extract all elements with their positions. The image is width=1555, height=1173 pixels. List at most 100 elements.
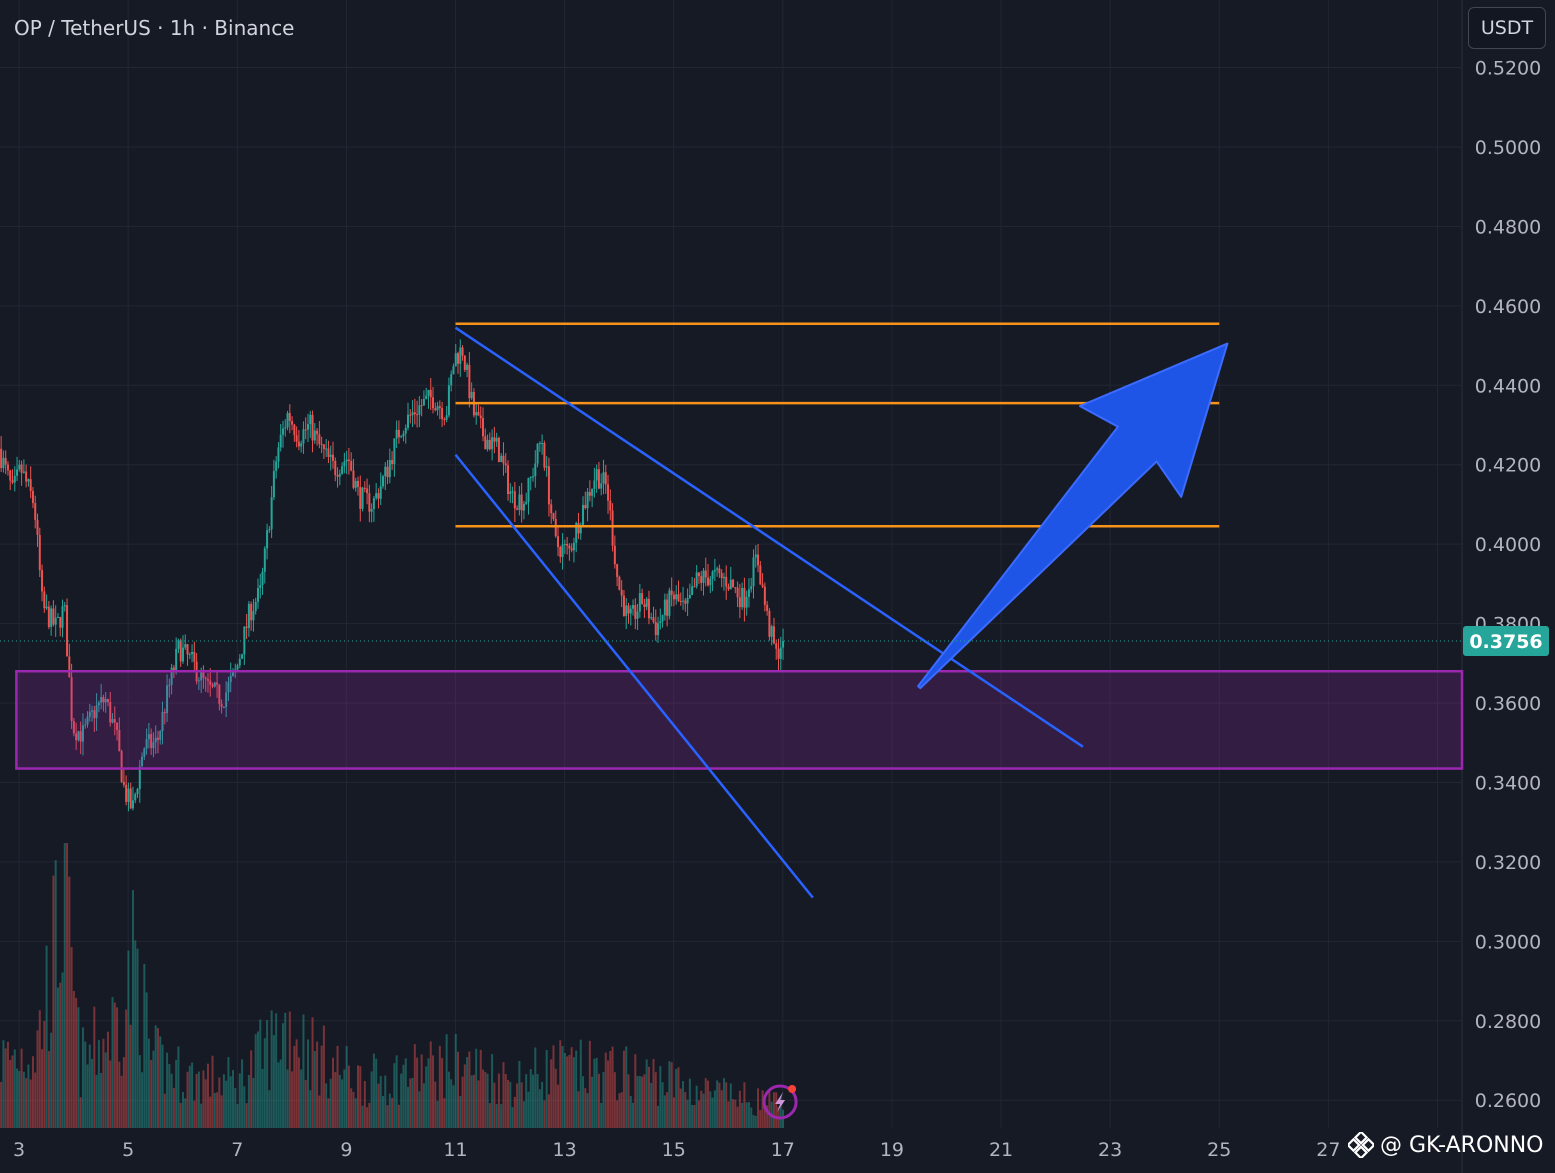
candle-body [647,598,650,619]
candle-body [11,480,14,483]
candle-body [525,501,528,504]
candle-body [131,800,134,809]
candle-body [775,643,778,649]
volume-bar [9,1059,12,1128]
volume-bar [529,1069,532,1128]
volume-bar [379,1076,382,1128]
volume-bar [277,1062,280,1128]
candle-body [409,414,412,416]
volume-bar [761,1090,764,1128]
volume-bar [452,1085,455,1128]
candle-body [245,626,248,628]
candle-body [279,434,282,448]
volume-bar [402,1064,405,1128]
candle-body [216,682,219,685]
volume-bar [147,1038,150,1128]
candle-body [193,651,196,662]
volume-bar [438,1045,441,1128]
candle-body [482,417,485,437]
candle-body [711,571,714,579]
candle-body [4,457,7,465]
volume-bar [222,1074,225,1128]
volume-bar [507,1079,510,1128]
watermark-text: @ GK-ARONNO [1380,1132,1544,1158]
candle-body [306,424,309,430]
candle-body [77,731,80,741]
volume-bar [468,1051,471,1128]
volume-bar [66,843,69,1128]
candle-body [161,711,164,732]
volume-bar [254,1034,257,1128]
replay-icon[interactable] [762,1084,798,1120]
candle-body [54,617,57,625]
candle-body [468,364,471,399]
currency-unit-button[interactable]: USDT [1468,7,1546,49]
candle-body [704,570,707,578]
volume-bar [491,1054,494,1128]
candle-body [666,599,669,616]
candle-body [536,443,539,464]
volume-bar [43,1021,46,1128]
volume-bar [343,1069,346,1128]
candle-body [359,486,362,509]
candle-body [500,455,503,462]
volume-bar [425,1066,428,1128]
candle-body [752,557,755,587]
volume-bar [461,1076,464,1128]
candle-body [738,597,741,608]
candle-body [670,590,673,595]
volume-bar [38,1010,41,1128]
candle-body [9,470,12,481]
candle-body [566,544,569,546]
y-tick-label: 0.4200 [1475,455,1541,477]
volume-bar [734,1099,737,1128]
candle-body [388,460,391,478]
volume-bars [0,843,785,1128]
candle-body [561,544,564,557]
candle-body [591,488,594,496]
volume-bar [129,1024,132,1128]
volume-bar [504,1073,507,1128]
volume-bar [256,1031,259,1128]
candle-body [722,576,725,579]
candle-body [377,493,380,499]
candle-body [181,647,184,662]
x-tick-label: 9 [340,1139,352,1161]
candle-body [68,656,71,678]
candle-body [20,464,23,473]
volume-bar [695,1085,698,1128]
candle-body [486,439,489,450]
candle-body [404,427,407,434]
candle-body [782,641,785,648]
candle-body [186,644,189,655]
volume-bar [743,1082,746,1128]
candle-body [518,494,521,510]
candle-body [170,667,173,685]
candle-body [763,586,766,605]
volume-bar [138,1055,141,1128]
volume-bar [316,1041,319,1128]
volume-bar [654,1072,657,1128]
volume-bar [457,1051,460,1128]
volume-bar [688,1078,691,1128]
volume-bar [652,1059,655,1128]
volume-bar [279,1059,282,1128]
volume-bar [36,1030,39,1128]
candle-body [227,682,230,693]
volume-bar [593,1058,596,1128]
volume-bar [388,1093,391,1128]
x-tick-label: 3 [13,1139,25,1161]
candle-body [100,697,103,703]
volume-bar [609,1050,612,1128]
volume-bar [266,1019,269,1128]
candle-body [261,571,264,586]
candle-body [56,616,59,618]
volume-bar [116,1007,119,1128]
lightning-icon [775,1092,786,1112]
volume-bar [691,1104,694,1128]
volume-bar [56,987,59,1128]
candle-body [416,414,419,416]
candle-body [368,493,371,512]
volume-bar [732,1099,735,1128]
